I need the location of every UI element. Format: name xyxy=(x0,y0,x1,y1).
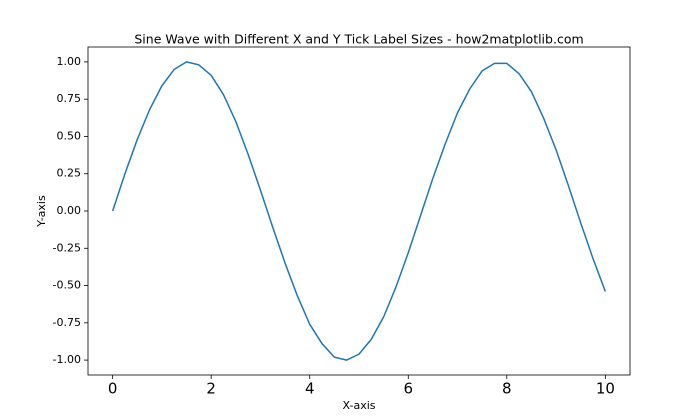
y-tick-label: -0.25 xyxy=(53,241,81,254)
x-tick-label: 6 xyxy=(403,380,413,398)
x-tick-label: 4 xyxy=(305,380,315,398)
x-axis-label: X-axis xyxy=(343,399,376,412)
x-tick-label: 10 xyxy=(596,380,615,398)
plot-frame xyxy=(87,46,631,376)
y-tick-label: 1.00 xyxy=(57,55,82,68)
x-tick-label: 0 xyxy=(108,380,118,398)
y-tick-label: -0.50 xyxy=(53,279,81,292)
y-tick-label: 0.25 xyxy=(57,167,82,180)
y-axis-label: Y-axis xyxy=(35,195,48,228)
sine-line xyxy=(111,61,607,361)
chart-title: Sine Wave with Different X and Y Tick La… xyxy=(134,32,583,47)
y-tick-label: 0.00 xyxy=(57,204,82,217)
y-tick-label: -0.75 xyxy=(53,316,81,329)
x-tick-label: 8 xyxy=(502,380,512,398)
y-tick-label: -1.00 xyxy=(53,353,81,366)
y-tick-label: 0.75 xyxy=(57,92,82,105)
y-tick-label: 0.50 xyxy=(57,129,82,142)
x-tick-label: 2 xyxy=(206,380,216,398)
